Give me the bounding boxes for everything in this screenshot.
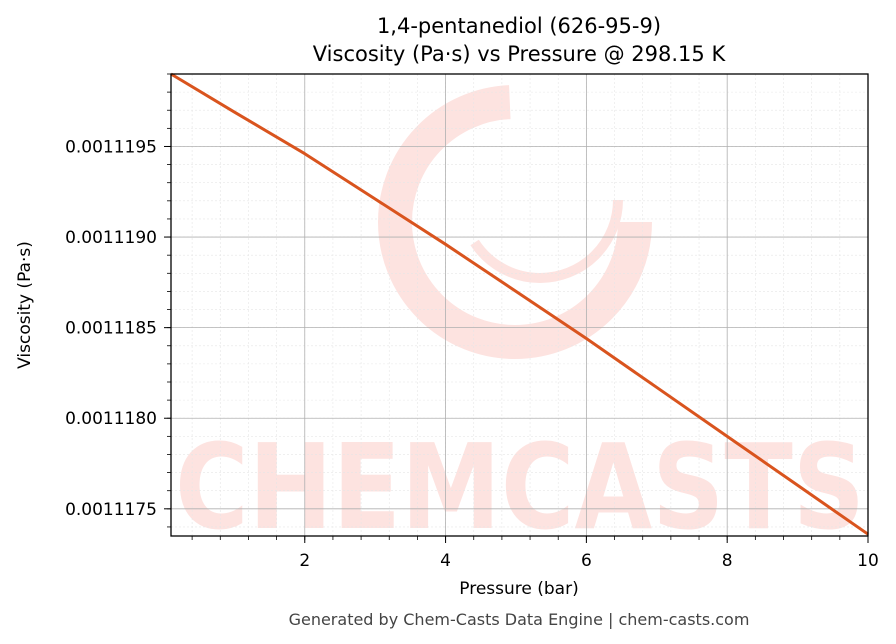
y-tick-label: 0.0011190 bbox=[65, 228, 157, 248]
x-tick-label: 2 bbox=[299, 551, 310, 571]
series-line bbox=[170, 72, 869, 536]
y-tick-label: 0.0011175 bbox=[65, 500, 157, 520]
chart-title: 1,4-pentanediol (626-95-9) bbox=[377, 14, 661, 38]
watermark: CHEMCASTS bbox=[175, 85, 865, 556]
y-tick-label: 0.0011195 bbox=[65, 137, 157, 157]
series-layer bbox=[170, 72, 869, 536]
watermark-text: CHEMCASTS bbox=[175, 418, 865, 556]
x-tick-label: 4 bbox=[440, 551, 451, 571]
chart-subtitle: Viscosity (Pa·s) vs Pressure @ 298.15 K bbox=[313, 42, 727, 66]
x-tick-label: 10 bbox=[857, 551, 879, 571]
x-tick-label: 8 bbox=[722, 551, 733, 571]
y-tick-label: 0.0011180 bbox=[65, 409, 157, 429]
x-tick-labels: 2 4 6 8 10 bbox=[299, 551, 878, 571]
y-axis-label: Viscosity (Pa·s) bbox=[15, 241, 35, 369]
major-gridlines bbox=[171, 74, 868, 536]
ticks-layer bbox=[164, 73, 869, 543]
footer-credit: Generated by Chem-Casts Data Engine | ch… bbox=[289, 610, 750, 629]
x-axis-label: Pressure (bar) bbox=[459, 579, 578, 599]
y-tick-label: 0.0011185 bbox=[65, 319, 157, 339]
watermark-logo-icon bbox=[378, 85, 652, 359]
y-tick-labels: 0.0011175 0.0011180 0.0011185 0.0011190 0.00… bbox=[65, 137, 157, 519]
x-tick-label: 6 bbox=[581, 551, 592, 571]
plot-frame bbox=[170, 73, 869, 537]
